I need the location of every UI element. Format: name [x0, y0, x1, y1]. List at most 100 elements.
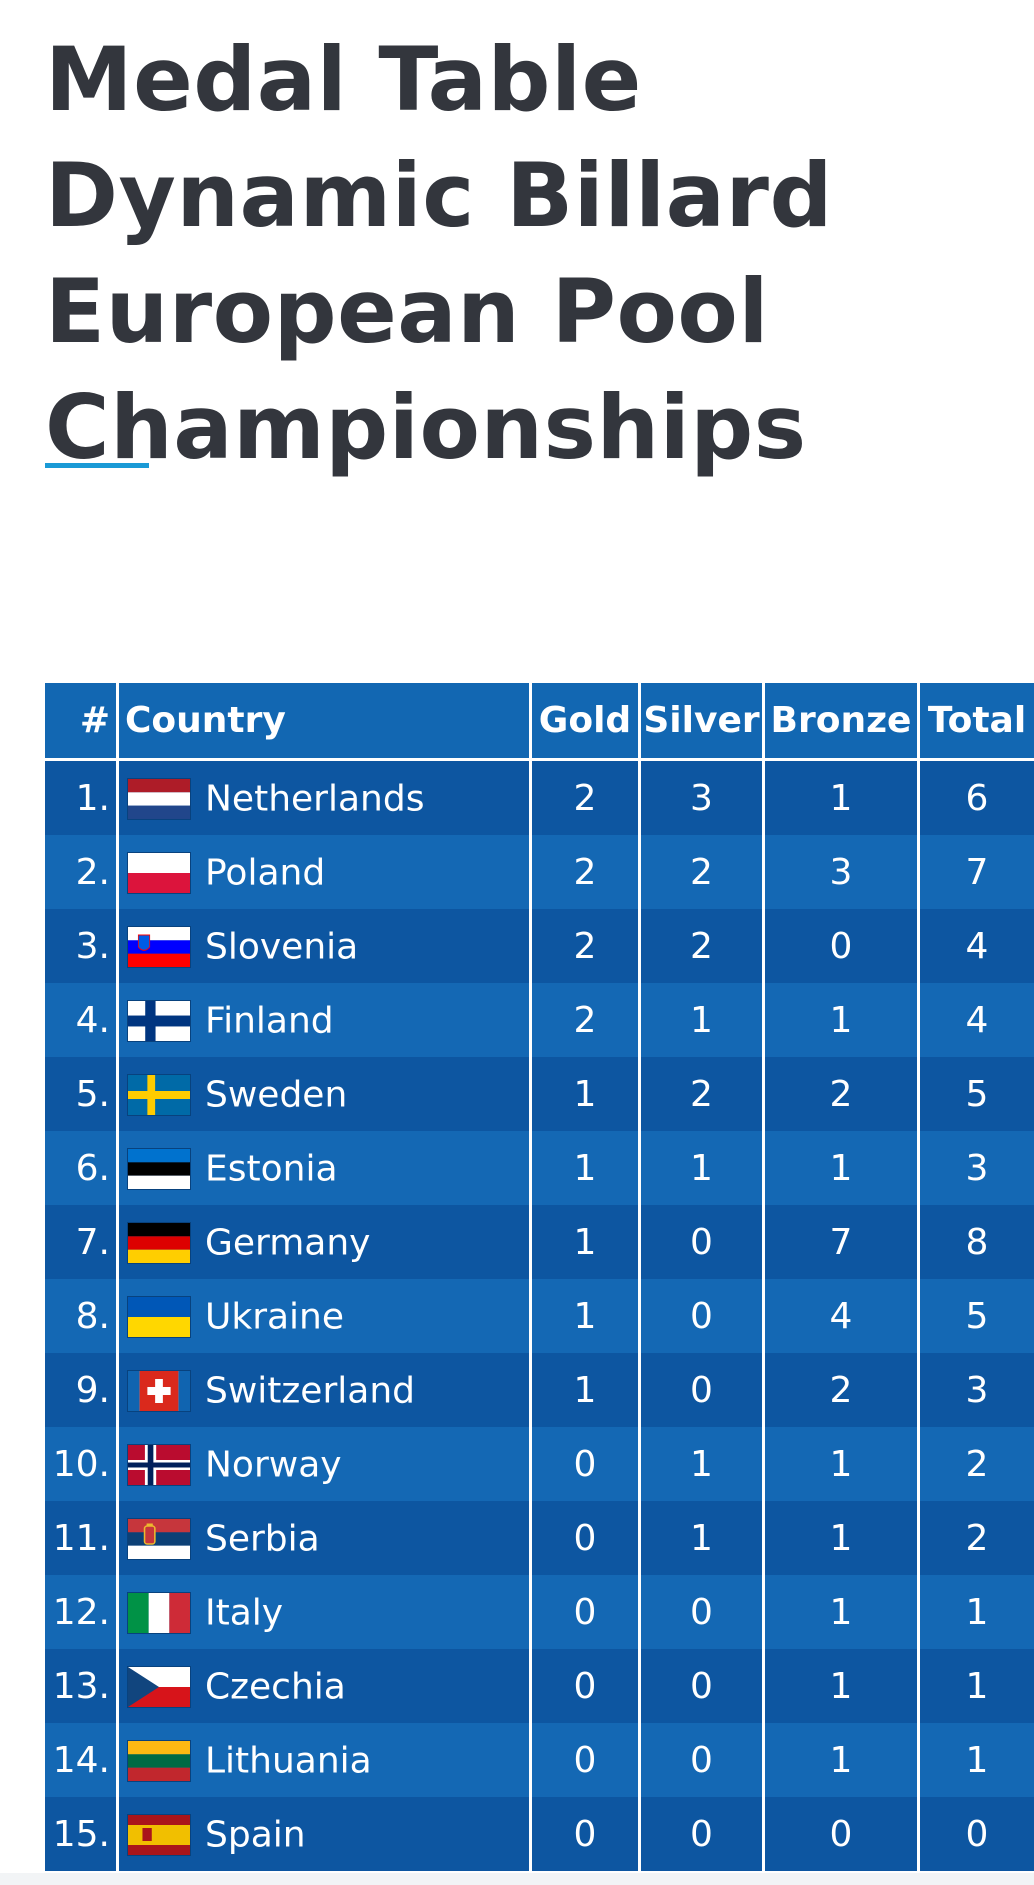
header-country: Country: [116, 680, 532, 761]
switzerland-flag-icon: [127, 1369, 191, 1412]
country-name: Italy: [205, 1592, 284, 1633]
bronze-cell: 1: [762, 1723, 920, 1797]
ukraine-flag-icon: [127, 1295, 191, 1338]
bronze-cell: 0: [762, 909, 920, 983]
rank-cell: 1.: [42, 758, 119, 835]
country-cell: Czechia: [116, 1649, 532, 1723]
bronze-cell: 1: [762, 1501, 920, 1575]
title-line: Medal Table: [45, 28, 642, 131]
bronze-cell: 2: [762, 1353, 920, 1427]
total-cell: 1: [917, 1575, 1034, 1649]
bronze-cell: 1: [762, 1575, 920, 1649]
table-row: 7. Germany 1 0 7 8: [42, 1205, 1034, 1279]
rank-cell: 9.: [42, 1353, 119, 1427]
medal-table: # Country Gold Silver Bronze Total 1. Net…: [42, 680, 1034, 1871]
table-row: 8. Ukraine 1 0 4 5: [42, 1279, 1034, 1353]
poland-flag-icon: [127, 851, 191, 894]
silver-cell: 0: [638, 1723, 765, 1797]
country-name: Slovenia: [205, 926, 359, 967]
title-line: Championships: [45, 376, 807, 479]
rank-cell: 2.: [42, 835, 119, 909]
bronze-cell: 2: [762, 1057, 920, 1131]
gold-cell: 0: [529, 1649, 641, 1723]
gold-cell: 0: [529, 1427, 641, 1501]
country-cell: Switzerland: [116, 1353, 532, 1427]
total-cell: 3: [917, 1353, 1034, 1427]
table-row: 14. Lithuania 0 0 1 1: [42, 1723, 1034, 1797]
country-cell: Finland: [116, 983, 532, 1057]
country-cell: Netherlands: [116, 758, 532, 835]
total-cell: 1: [917, 1649, 1034, 1723]
silver-cell: 1: [638, 1131, 765, 1205]
country-cell: Lithuania: [116, 1723, 532, 1797]
gold-cell: 2: [529, 909, 641, 983]
silver-cell: 3: [638, 758, 765, 835]
rank-cell: 8.: [42, 1279, 119, 1353]
country-name: Norway: [205, 1444, 342, 1485]
header-bronze: Bronze: [762, 680, 920, 761]
country-cell: Spain: [116, 1797, 532, 1871]
title-line: Dynamic Billard: [45, 144, 833, 247]
rank-cell: 6.: [42, 1131, 119, 1205]
silver-cell: 1: [638, 1501, 765, 1575]
table-row: 11. Serbia 0 1 1 2: [42, 1501, 1034, 1575]
table-row: 1. Netherlands 2 3 1 6: [42, 758, 1034, 835]
gold-cell: 0: [529, 1501, 641, 1575]
country-cell: Serbia: [116, 1501, 532, 1575]
bronze-cell: 1: [762, 1427, 920, 1501]
czechia-flag-icon: [127, 1665, 191, 1708]
gold-cell: 1: [529, 1057, 641, 1131]
total-cell: 8: [917, 1205, 1034, 1279]
gold-cell: 2: [529, 758, 641, 835]
silver-cell: 2: [638, 1057, 765, 1131]
country-cell: Germany: [116, 1205, 532, 1279]
table-row: 13. Czechia 0 0 1 1: [42, 1649, 1034, 1723]
country-cell: Ukraine: [116, 1279, 532, 1353]
total-cell: 1: [917, 1723, 1034, 1797]
silver-cell: 0: [638, 1205, 765, 1279]
country-name: Lithuania: [205, 1740, 372, 1781]
gold-cell: 0: [529, 1575, 641, 1649]
germany-flag-icon: [127, 1221, 191, 1264]
rank-cell: 3.: [42, 909, 119, 983]
table-row: 4. Finland 2 1 1 4: [42, 983, 1034, 1057]
silver-cell: 0: [638, 1353, 765, 1427]
finland-flag-icon: [127, 999, 191, 1042]
page-title: Medal Table Dynamic Billard European Poo…: [45, 22, 1025, 486]
rank-cell: 7.: [42, 1205, 119, 1279]
country-name: Poland: [205, 852, 326, 893]
country-cell: Italy: [116, 1575, 532, 1649]
bronze-cell: 1: [762, 758, 920, 835]
table-body: 1. Netherlands 2 3 1 6 2. Poland 2 2 3 7 3. Slovenia 2…: [42, 758, 1034, 1871]
rank-cell: 15.: [42, 1797, 119, 1871]
country-name: Netherlands: [205, 778, 425, 819]
title-underline: [45, 463, 149, 468]
total-cell: 4: [917, 983, 1034, 1057]
gold-cell: 1: [529, 1205, 641, 1279]
country-name: Estonia: [205, 1148, 338, 1189]
gold-cell: 0: [529, 1723, 641, 1797]
bronze-cell: 3: [762, 835, 920, 909]
country-name: Czechia: [205, 1666, 346, 1707]
country-cell: Sweden: [116, 1057, 532, 1131]
italy-flag-icon: [127, 1591, 191, 1634]
table-row: 5. Sweden 1 2 2 5: [42, 1057, 1034, 1131]
lithuania-flag-icon: [127, 1739, 191, 1782]
slovenia-flag-icon: [127, 925, 191, 968]
country-cell: Estonia: [116, 1131, 532, 1205]
country-name: Serbia: [205, 1518, 320, 1559]
bronze-cell: 0: [762, 1797, 920, 1871]
country-name: Spain: [205, 1814, 306, 1855]
silver-cell: 1: [638, 1427, 765, 1501]
rank-cell: 4.: [42, 983, 119, 1057]
table-header-row: # Country Gold Silver Bronze Total: [42, 680, 1034, 761]
estonia-flag-icon: [127, 1147, 191, 1190]
medal-table-container: # Country Gold Silver Bronze Total 1. Net…: [42, 680, 1034, 1885]
gold-cell: 2: [529, 983, 641, 1057]
table-row: 10. Norway 0 1 1 2: [42, 1427, 1034, 1501]
country-cell: Poland: [116, 835, 532, 909]
gold-cell: 2: [529, 835, 641, 909]
country-name: Ukraine: [205, 1296, 345, 1337]
gold-cell: 1: [529, 1131, 641, 1205]
table-row: 9. Switzerland 1 0 2 3: [42, 1353, 1034, 1427]
